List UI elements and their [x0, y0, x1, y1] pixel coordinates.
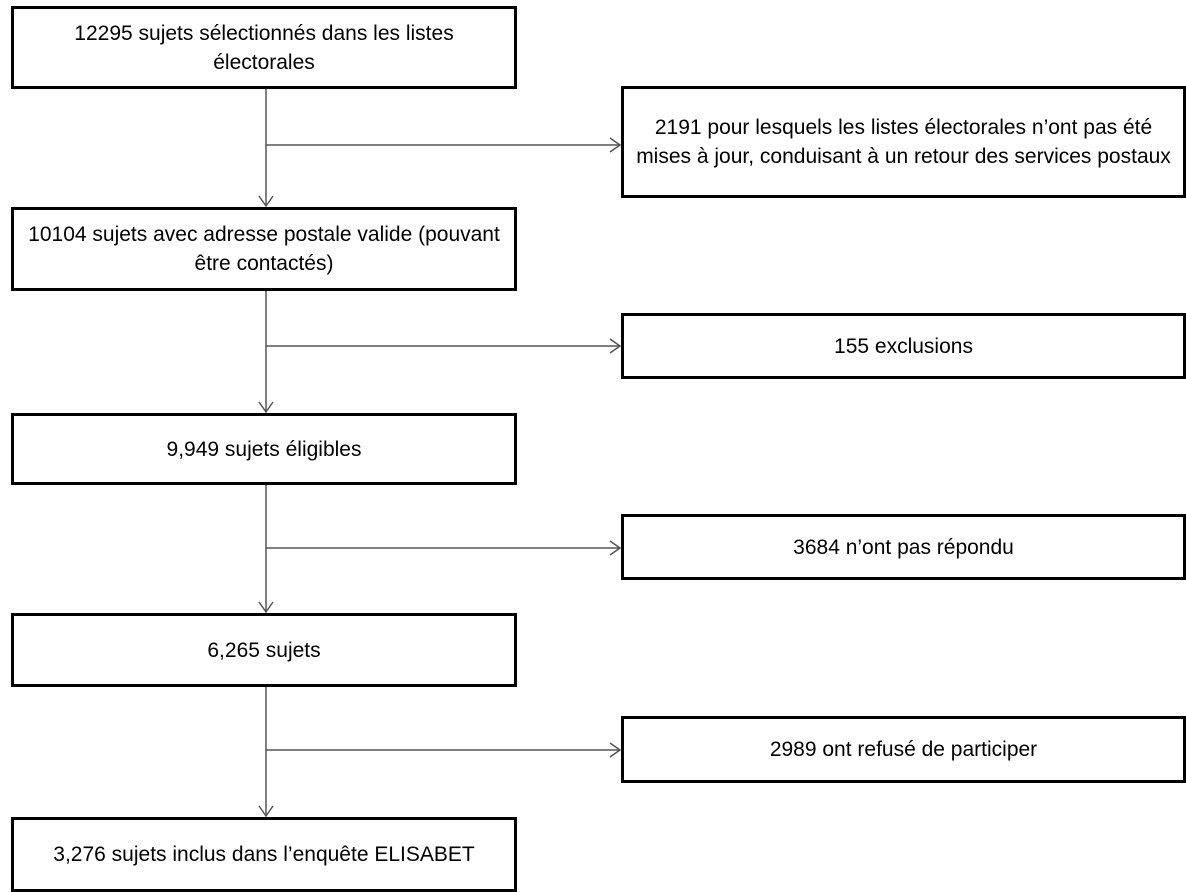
step-valid-address-box: 10104 sujets avec adresse postale valide… — [11, 207, 517, 291]
exclusion-excluded-label: 155 exclusions — [834, 334, 973, 358]
exclusion-no-response-label: 3684 n’ont pas répondu — [793, 535, 1014, 559]
step-eligible-box: 9,949 sujets éligibles — [11, 413, 517, 485]
arrowhead-no-response — [609, 540, 622, 556]
exclusion-refused-box: 2989 ont refusé de participer — [621, 716, 1186, 783]
arrowhead-respondents — [258, 601, 274, 614]
arrowhead-refused — [609, 742, 622, 758]
step-respondents-label: 6,265 sujets — [207, 638, 321, 662]
step-included-label: 3,276 sujets inclus dans l’enquête ELISA… — [53, 843, 475, 866]
arrowhead-excluded — [609, 338, 622, 354]
step-eligible-label: 9,949 sujets éligibles — [166, 437, 362, 461]
step-included-box: 3,276 sujets inclus dans l’enquête ELISA… — [11, 817, 517, 892]
exclusion-not-updated-box: 2191 pour lesquels les listes électorale… — [621, 86, 1186, 198]
step-selected-box: 12295 sujets sélectionnés dans les liste… — [11, 6, 517, 89]
exclusion-excluded-box: 155 exclusions — [621, 313, 1186, 379]
arrowhead-included — [258, 805, 274, 818]
arrowhead-not-updated — [609, 137, 622, 153]
step-selected-label: 12295 sujets sélectionnés dans les liste… — [74, 21, 454, 74]
arrowhead-eligible — [258, 401, 274, 414]
step-valid-address-label: 10104 sujets avec adresse postale valide… — [28, 223, 500, 275]
exclusion-no-response-box: 3684 n’ont pas répondu — [621, 514, 1186, 580]
exclusion-not-updated-label: 2191 pour lesquels les listes électorale… — [636, 116, 1171, 168]
step-respondents-box: 6,265 sujets — [11, 613, 517, 687]
exclusion-refused-label: 2989 ont refusé de participer — [769, 738, 1038, 761]
arrowhead-valid — [258, 195, 274, 208]
